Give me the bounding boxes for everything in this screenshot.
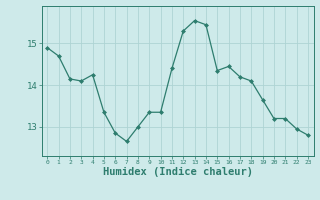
X-axis label: Humidex (Indice chaleur): Humidex (Indice chaleur) xyxy=(103,167,252,177)
